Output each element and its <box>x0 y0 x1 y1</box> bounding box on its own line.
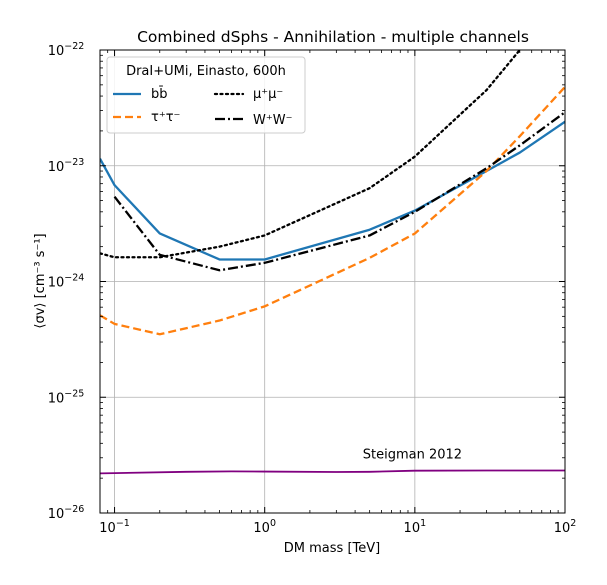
series-group <box>100 50 565 475</box>
legend: DraI+UMi, Einasto, 600h bb̄ τ⁺τ⁻ μ⁺μ⁻ W⁺… <box>106 56 306 134</box>
y-tick-label: 10−23 <box>48 157 85 175</box>
annotation-steigman: Steigman 2012 <box>363 448 462 463</box>
series-line-ww <box>113 111 565 272</box>
x-axis-label: DM mass [TeV] <box>284 541 380 556</box>
series-line-steigman <box>100 469 565 475</box>
legend-title: DraI+UMi, Einasto, 600h <box>126 64 286 79</box>
ticks <box>100 49 566 514</box>
series-line-mumu <box>100 50 521 259</box>
legend-box <box>106 56 306 134</box>
x-tick-label: 10−1 <box>99 518 130 536</box>
chart-title: Combined dSphs - Annihilation - multiple… <box>137 28 529 46</box>
y-axis-label: ⟨σv⟩ [cm⁻³ s⁻¹] <box>33 233 48 328</box>
x-tick-label: 100 <box>253 518 276 536</box>
y-tick-label: 10−24 <box>48 273 85 291</box>
legend-label-bb: bb̄ <box>151 87 168 102</box>
series-line-bb <box>100 120 565 261</box>
y-tick-label: 10−26 <box>48 504 85 522</box>
legend-label-ww: W⁺W⁻ <box>253 113 292 128</box>
legend-label-tautau: τ⁺τ⁻ <box>151 110 180 125</box>
legend-label-mumu: μ⁺μ⁻ <box>253 87 283 102</box>
x-tick-label: 101 <box>404 518 427 536</box>
tick-labels: 10−1 100 101 102 10−26 10−25 10−24 10−23 10−22 <box>48 41 577 536</box>
x-tick-label: 102 <box>554 518 577 536</box>
series-line-tautau <box>100 86 565 336</box>
y-tick-label: 10−22 <box>48 41 85 59</box>
y-tick-label: 10−25 <box>48 388 85 406</box>
